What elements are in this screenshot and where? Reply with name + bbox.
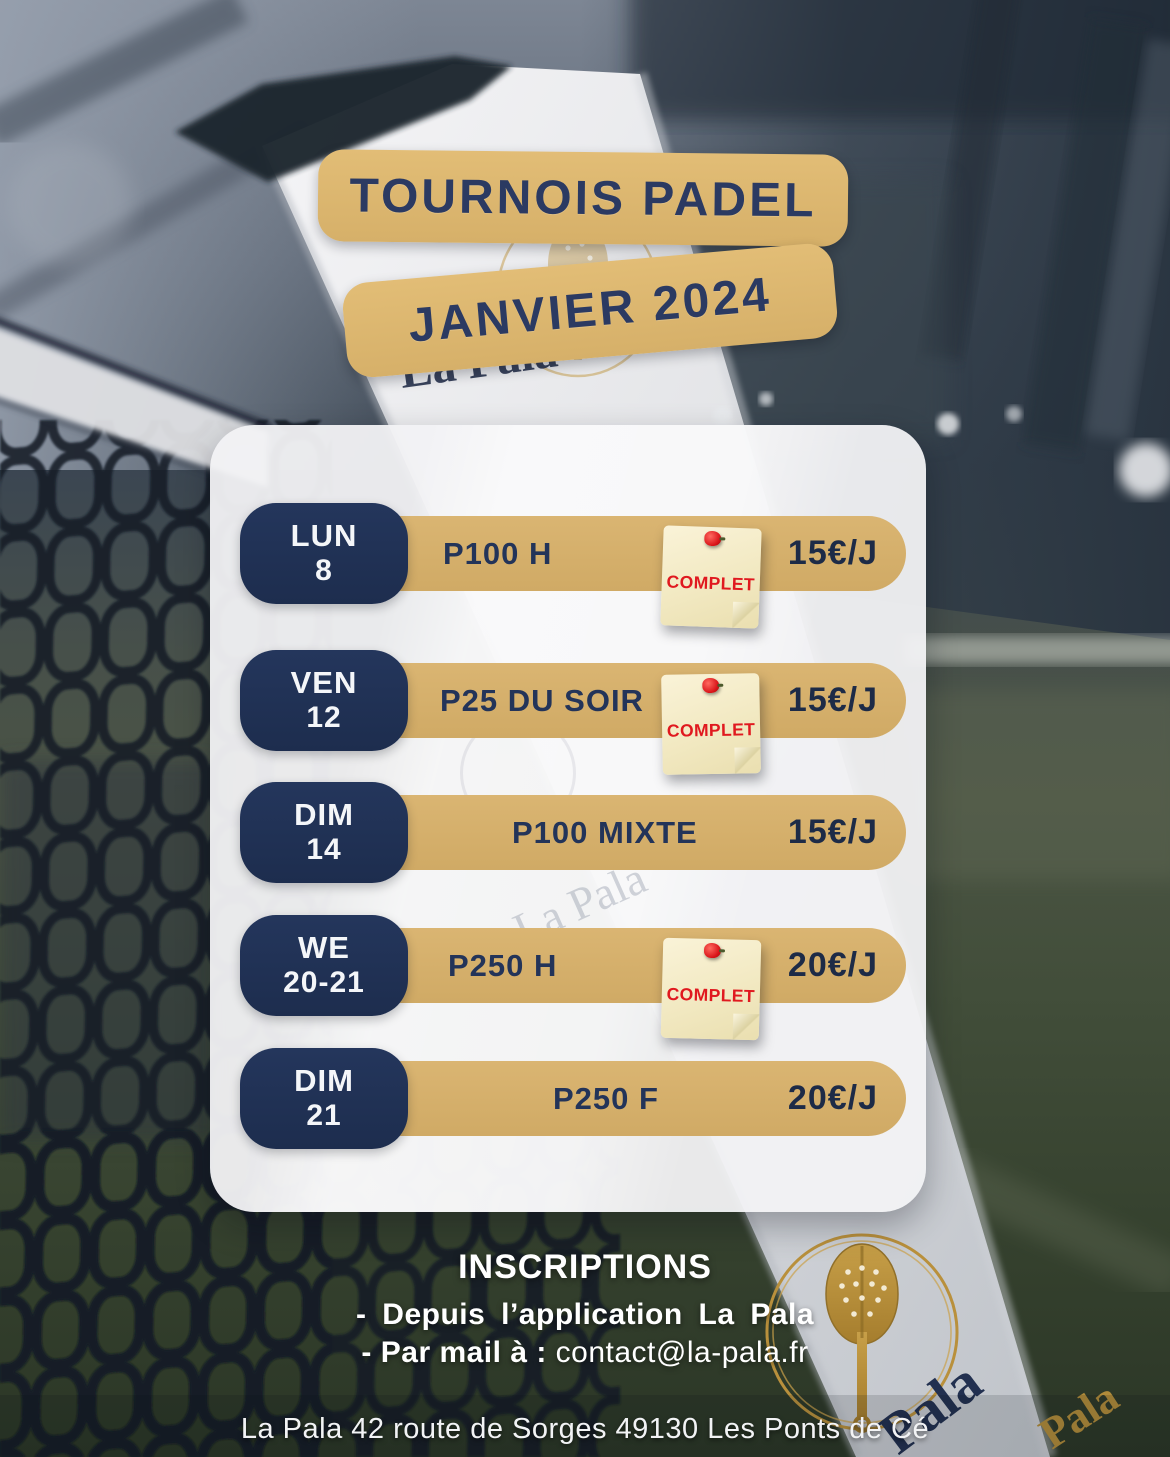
sticky-fold — [732, 1013, 760, 1041]
day-badge: VEN 12 — [240, 650, 408, 751]
inscription-mail-line: - Par mail à : contact@la-pala.fr — [0, 1336, 1170, 1370]
mail-label: - Par mail à : — [361, 1336, 547, 1369]
inscription-app-line: - Depuis l’application La Pala — [355, 1298, 815, 1331]
day-label: WE — [298, 930, 350, 966]
title-banner: TOURNOIS PADEL — [317, 149, 849, 247]
schedule-row: DIM 21 P250 F 20€/J — [210, 1048, 926, 1149]
la-pala-logo — [765, 1233, 959, 1433]
pushpin-icon — [702, 677, 720, 694]
event-name: P100 MIXTE — [512, 815, 698, 850]
day-badge: DIM 14 — [240, 782, 408, 883]
poster-title: TOURNOIS PADEL — [349, 169, 817, 227]
status-badge: COMPLET — [666, 983, 756, 1007]
day-label: DIM — [294, 1063, 354, 1099]
complet-sticky-note: COMPLET — [660, 937, 762, 1041]
address-footer: La Pala 42 route de Sorges 49130 Les Pon… — [240, 1413, 930, 1445]
event-price: 15€/J — [787, 681, 878, 719]
day-badge: WE 20-21 — [240, 915, 408, 1016]
date-label: 14 — [306, 833, 342, 867]
status-badge: COMPLET — [666, 571, 756, 595]
date-label: 12 — [306, 701, 342, 735]
inscriptions-section: INSCRIPTIONS - Depuis l’application La P… — [0, 1248, 1170, 1370]
status-badge: COMPLET — [666, 719, 756, 741]
event-price: 20€/J — [787, 1079, 878, 1117]
pushpin-icon — [704, 530, 722, 547]
complet-sticky-note: COMPLET — [661, 673, 761, 775]
event-name: P25 DU SOIR — [440, 683, 644, 718]
event-price: 15€/J — [787, 813, 878, 851]
day-label: DIM — [294, 797, 354, 833]
day-label: VEN — [290, 665, 358, 701]
date-label: 21 — [306, 1099, 342, 1133]
day-badge: DIM 21 — [240, 1048, 408, 1149]
date-label: 20-21 — [283, 966, 365, 1000]
schedule-card: La Pala LUN 8 P100 H 15€/J COMPLET VEN 1… — [210, 425, 926, 1212]
event-name: P250 F — [553, 1081, 659, 1116]
sticky-fold — [732, 601, 760, 629]
event-name: P250 H — [448, 948, 558, 983]
schedule-row: DIM 14 P100 MIXTE 15€/J — [210, 782, 926, 883]
poster-month: JANVIER 2024 — [406, 268, 774, 353]
sticky-fold — [734, 747, 761, 774]
inscriptions-heading: INSCRIPTIONS — [458, 1248, 712, 1286]
schedule-row: WE 20-21 P250 H 20€/J COMPLET — [210, 915, 926, 1041]
complet-sticky-note: COMPLET — [660, 525, 762, 629]
date-label: 8 — [315, 554, 333, 588]
day-label: LUN — [290, 518, 358, 554]
schedule-row: LUN 8 P100 H 15€/J COMPLET — [210, 503, 926, 629]
pushpin-icon — [703, 942, 722, 959]
schedule-row: VEN 12 P25 DU SOIR 15€/J COMPLET — [210, 650, 926, 775]
event-price: 15€/J — [787, 534, 878, 572]
event-price: 20€/J — [787, 946, 878, 984]
event-name: P100 H — [443, 536, 553, 571]
contact-email: contact@la-pala.fr — [555, 1336, 809, 1369]
day-badge: LUN 8 — [240, 503, 408, 604]
